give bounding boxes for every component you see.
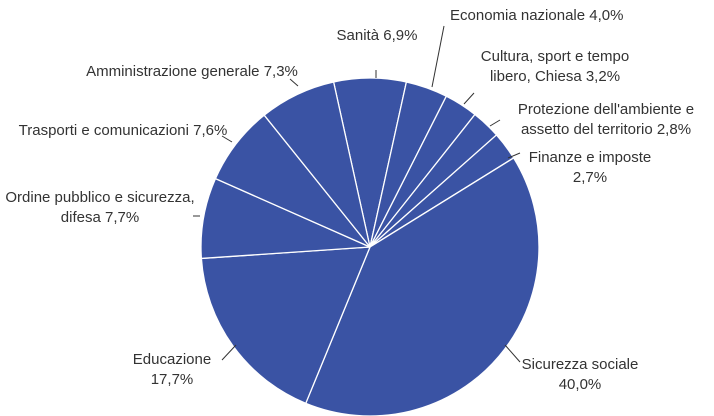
value-label: 2,7% (572, 169, 608, 186)
leader-line (289, 78, 299, 87)
slice-label: Sicurezza sociale 40,0% (505, 355, 655, 395)
category-name: Economia nazionale (450, 7, 586, 24)
value-label: 3,2% (585, 68, 621, 85)
value-label: 40,0% (558, 376, 602, 393)
leader-line (221, 135, 233, 143)
slice-label: Trasporti e comunicazioni 7,6% (8, 121, 238, 141)
slice-label: Finanze e imposte 2,7% (515, 148, 665, 188)
value-label: 6,9% (383, 27, 418, 44)
leader-line (507, 152, 521, 159)
leader-line (221, 344, 237, 361)
slice-label: Amministrazione generale 7,3% (76, 62, 308, 82)
leader-line (431, 25, 445, 88)
slice-label: Sanità 6,9% (327, 26, 427, 46)
leader-line (489, 119, 501, 127)
slice-label: Protezione dell'ambiente e assetto del t… (498, 100, 714, 140)
pie-slice (263, 81, 371, 248)
leader-line (504, 344, 521, 363)
category-name: Trasporti e comunicazioni (18, 122, 189, 139)
slice-label: Ordine pubblico e sicurezza, difesa 7,7% (0, 188, 200, 228)
category-name: Sicurezza sociale (521, 356, 639, 373)
category-name: Protezione dell'ambiente e assetto del t… (517, 101, 695, 138)
category-name: Finanze e imposte (528, 149, 652, 166)
leader-line (463, 92, 475, 105)
category-name: Educazione (132, 351, 212, 368)
value-label: 7,6% (193, 122, 228, 139)
value-label: 17,7% (150, 371, 194, 388)
value-label: 4,0% (589, 7, 624, 24)
value-label: 2,8% (656, 121, 692, 138)
slice-label: Cultura, sport e tempo libero, Chiesa 3,… (462, 47, 648, 87)
category-name: Ordine pubblico e sicurezza, difesa (5, 189, 195, 226)
slice-label: Educazione 17,7% (112, 350, 232, 390)
category-name: Cultura, sport e tempo libero, Chiesa (480, 48, 630, 85)
value-label: 7,7% (105, 209, 140, 226)
category-name: Sanità (336, 27, 380, 44)
slice-label: Economia nazionale 4,0% (450, 6, 712, 26)
value-label: 7,3% (263, 63, 298, 80)
pie-slice (200, 246, 371, 405)
category-name: Amministrazione generale (86, 63, 260, 80)
